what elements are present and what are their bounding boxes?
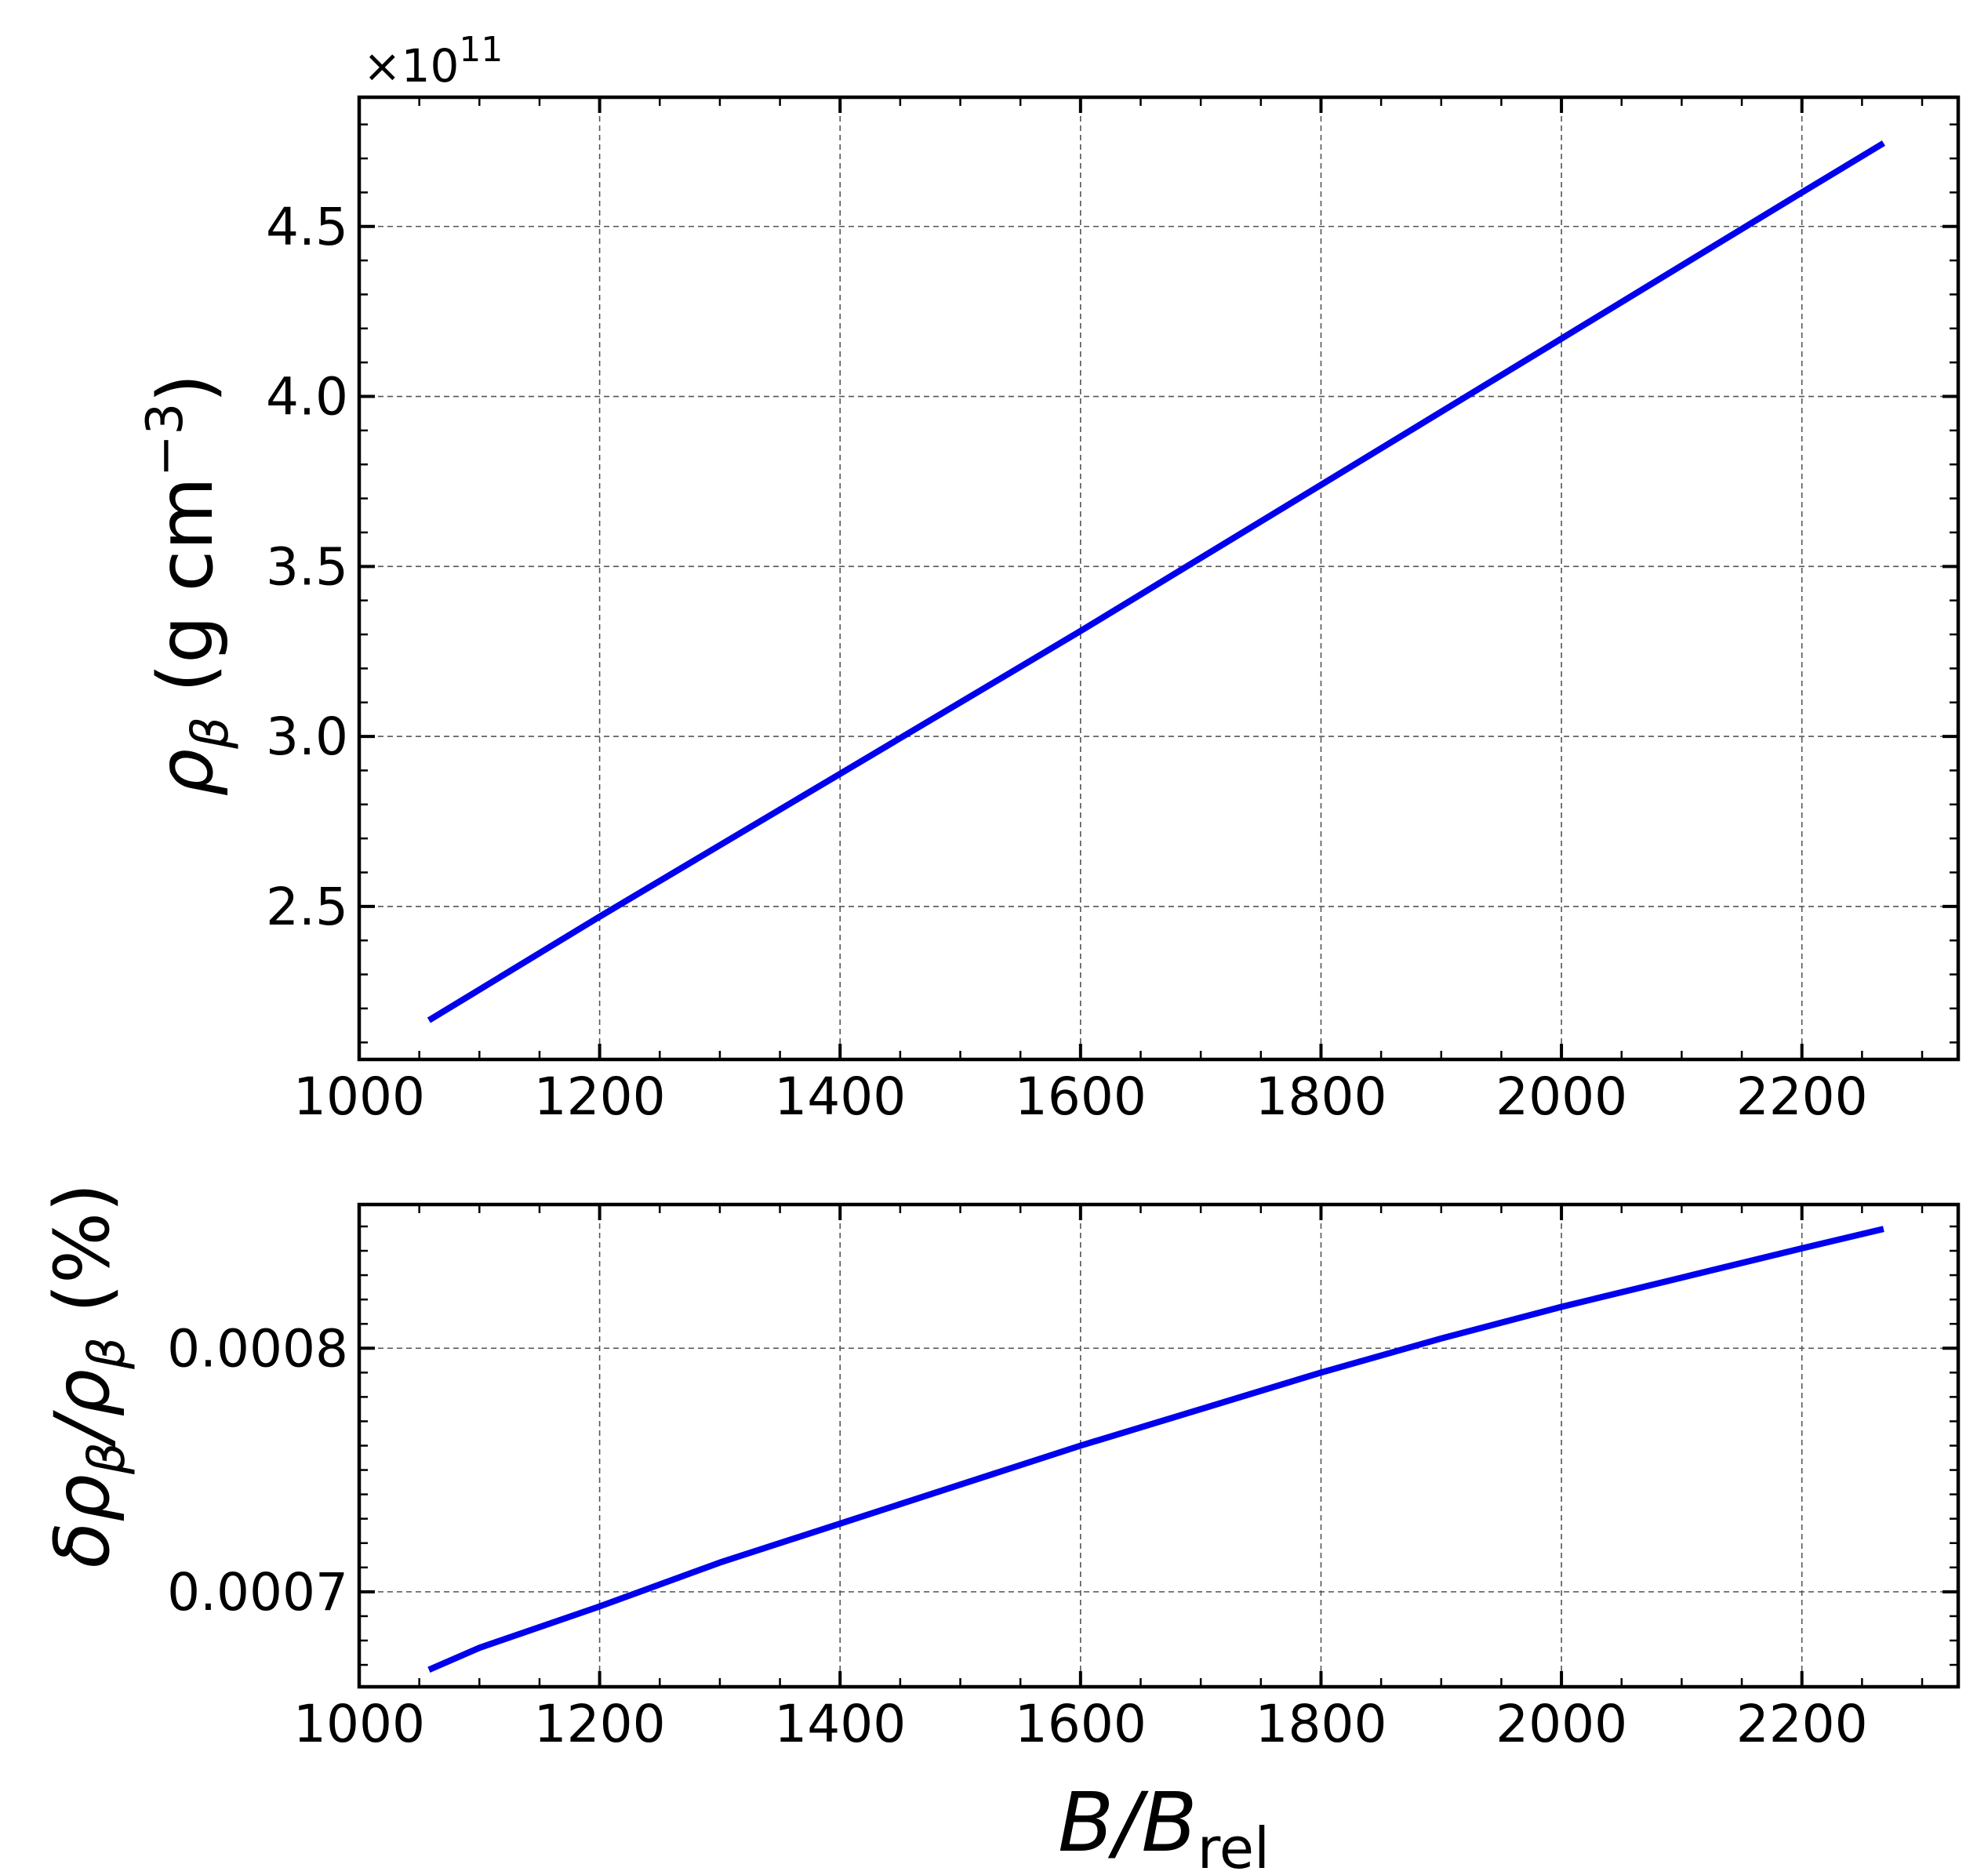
density-offset-prefix: ×10 [363,39,459,93]
error-tick-labels: 1000 1200 1400 1600 1800 2000 2200 0.0007 0.0008 [167,1318,1868,1754]
error-ticks [358,1205,1958,1687]
error-ytick-label: 0.0008 [167,1318,348,1379]
density-ytick-label: 4.5 [266,197,348,257]
error-curves [427,1226,1884,1673]
error-ylabel-delta: δ [38,1522,126,1568]
error-xlabel-subscript: rel [1198,1815,1270,1871]
density-curves [427,140,1885,1023]
density-series-line [427,140,1885,1023]
error-xtick-label: 1000 [293,1694,425,1754]
density-xtick-label: 1000 [293,1066,425,1127]
error-ytick-label: 0.0007 [167,1562,348,1622]
error-ylabel-subscript2: β [78,1337,136,1370]
density-xtick-label: 2000 [1496,1066,1627,1127]
density-ylabel-unit: (g cm [142,477,230,717]
density-xtick-label: 1600 [1015,1066,1147,1127]
density-ylabel-symbol: ρ [142,749,230,797]
density-ylabel-subscript: β [182,717,240,750]
density-xtick-label: 2200 [1736,1066,1868,1127]
density-xtick-label: 1800 [1255,1066,1387,1127]
error-xlabel-main: B/B [1058,1775,1198,1870]
error-xtick-label: 1200 [534,1694,666,1754]
error-xtick-label: 1800 [1255,1694,1387,1754]
density-xtick-label: 1200 [534,1066,666,1127]
error-series-line [427,1226,1884,1673]
error-grid [359,1205,1958,1687]
density-ylabel-exponent: −3 [136,403,194,477]
error-ylabel-subscript1: β [78,1442,136,1475]
density-ylabel: ρβ (g cm−3) [136,373,240,796]
density-offset-exponent: 11 [459,30,503,70]
error-xtick-label: 1400 [774,1694,906,1754]
density-tick-labels: 1000 1200 1400 1600 1800 2000 2200 2.5 3.0 3.5 4.0… [266,197,1868,1127]
error-ylabel: δρβ/ρβ (%) [38,1183,136,1568]
density-ytick-label: 2.5 [266,877,348,937]
error-xtick-label: 2200 [1736,1694,1868,1754]
error-ylabel-unit: (%) [38,1183,126,1337]
error-ylabel-rho1: ρ [38,1474,126,1522]
density-xtick-label: 1400 [774,1066,906,1127]
error-panel: 1000 1200 1400 1600 1800 2000 2200 0.0007 0.0008… [38,1183,1961,1875]
density-grid [359,97,1958,1059]
error-ylabel-rho2: ρ [38,1369,126,1417]
density-offset-text: ×1011 [363,30,503,93]
density-panel: 1000 1200 1400 1600 1800 2000 2200 2.5 3.0 3.5 4.0… [136,30,1961,1127]
error-xtick-label: 2000 [1496,1694,1627,1754]
density-ytick-label: 3.0 [266,707,348,767]
density-ticks [358,97,1958,1059]
density-ytick-label: 4.0 [266,367,348,427]
density-ylabel-close: ) [142,373,230,402]
error-xlabel: B/Brel [1058,1775,1270,1871]
density-axes-frame [357,95,1961,1062]
error-xtick-label: 1600 [1015,1694,1147,1754]
density-ytick-label: 3.5 [266,536,348,597]
